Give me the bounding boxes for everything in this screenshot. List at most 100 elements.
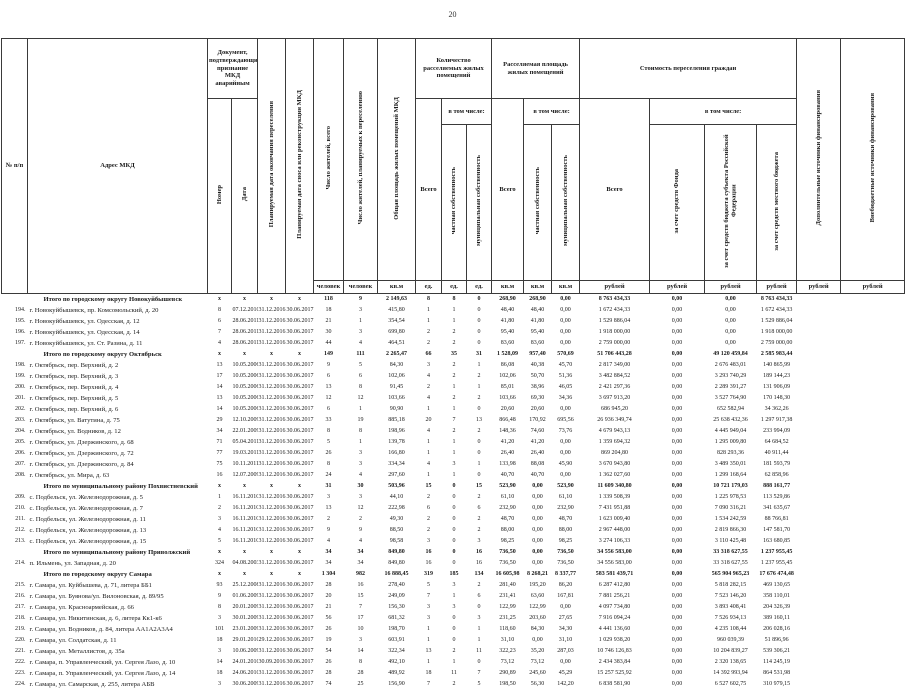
row-cell: 31.12.2016 <box>258 526 286 533</box>
row-cell <box>797 404 841 415</box>
resettlement-table: № п/п Адрес МКД Документ, подтверждающий п… <box>1 38 905 690</box>
row-cell: 198,96 <box>388 427 405 434</box>
row-number: 214. <box>15 559 26 566</box>
row-cell: 170,92 <box>529 416 546 423</box>
row-cell: 74,60 <box>530 427 545 434</box>
header-area-municipal: муниципальная собственность <box>551 124 581 281</box>
row-cell: 4 <box>359 339 363 346</box>
table-row: 220. г. Самара, ул. Солдатская, д. 11 18 29… <box>2 635 905 646</box>
row-cell: 148,36 <box>499 427 516 434</box>
row-cell: 64 684,52 <box>764 438 789 445</box>
row-cell: 34 362,26 <box>764 405 789 412</box>
row-cell: 16 <box>357 581 364 588</box>
row-cell: 4 <box>327 537 331 544</box>
row-cell: 122,99 <box>529 603 546 610</box>
row-cell: 0,00 <box>671 548 683 555</box>
row-address: г. Самара, ул. Куйбышева, д. 71, литера … <box>29 581 152 589</box>
row-cell: 35,20 <box>530 647 545 654</box>
row-cell <box>841 492 905 503</box>
row-cell: 523,90 <box>557 482 574 489</box>
row-cell: 2 <box>218 504 221 511</box>
row-cell <box>797 591 841 602</box>
row-cell: 278,40 <box>388 581 405 588</box>
row-cell: 322,34 <box>388 647 405 654</box>
row-cell: 103,66 <box>499 394 516 401</box>
row-cell: 10.11.2011 <box>232 460 258 467</box>
row-cell: 4 <box>359 537 363 544</box>
row-cell: 10 <box>357 625 364 632</box>
row-cell: 1 362 027,60 <box>598 471 631 478</box>
row-cell: 3 <box>218 680 221 687</box>
row-cell: 5 <box>359 361 363 368</box>
row-cell: 7 431 951,88 <box>598 504 631 511</box>
table-row: 211. с. Подбельск, ул. Железнодорожная, д… <box>2 514 905 525</box>
row-cell: 268,90 <box>499 295 516 302</box>
row-cell: 31.12.2016 <box>258 614 286 621</box>
row-cell: 1 <box>218 493 221 500</box>
header-units-private: частная собственность <box>441 124 468 281</box>
row-cell: 26,40 <box>500 449 515 456</box>
row-cell: 2 <box>452 647 456 654</box>
row-cell: х <box>218 350 221 357</box>
row-cell: 26,40 <box>530 449 545 456</box>
row-cell: 203,60 <box>529 614 546 621</box>
total-row: Итого по городскому округу Новокуйбышевс… <box>2 293 905 305</box>
row-cell: 1 <box>477 460 481 467</box>
row-cell: 6 <box>427 504 431 511</box>
row-cell: 83,60 <box>530 339 545 346</box>
row-cell: 29.01.2010 <box>232 636 258 643</box>
row-cell: 828 293,36 <box>717 449 745 456</box>
row-cell <box>841 580 905 591</box>
row-cell: 40,70 <box>530 471 545 478</box>
unit-cell: кв.м <box>551 279 581 294</box>
row-cell <box>797 371 841 382</box>
row-cell: 0,00 <box>532 548 543 555</box>
row-cell: 2 <box>427 493 431 500</box>
row-cell: 0,00 <box>560 658 571 665</box>
row-address: г. Октябрьск, ул. Мира, д. 63 <box>29 471 110 479</box>
row-cell: х <box>243 482 246 489</box>
row-number <box>2 349 28 360</box>
row-cell: 88,00 <box>558 526 573 533</box>
row-cell: 1 529 886,04 <box>760 317 793 324</box>
row-cell: 8 <box>452 295 456 302</box>
row-cell: 88,00 <box>500 526 515 533</box>
row-cell: 1 <box>359 405 363 412</box>
table-row: 215. г. Самара, ул. Куйбышева, д. 71, лит… <box>2 580 905 591</box>
row-cell: 34 <box>325 548 332 555</box>
row-cell: 4 <box>427 460 431 467</box>
total-row: Итого по муниципальному району Похвистне… <box>2 481 905 492</box>
row-cell: 49 120 459,84 <box>713 350 748 357</box>
row-cell: 849,80 <box>388 548 405 555</box>
row-cell <box>797 492 841 503</box>
row-address: г. Новокуйбышевск, пр. Комсомольский, д.… <box>29 306 159 314</box>
row-cell: 73,12 <box>500 658 515 665</box>
row-cell: х <box>270 548 274 555</box>
row-cell: х <box>218 570 221 577</box>
row-cell: 699,80 <box>388 328 405 335</box>
row-cell: 7 916 094,24 <box>598 614 631 621</box>
row-cell: 1 <box>477 636 481 643</box>
row-address: г. Октябрьск, ул. Водников, д. 12 <box>29 427 121 435</box>
row-cell: 2 817 349,00 <box>598 361 631 368</box>
row-cell: 31.12.2016 <box>258 317 286 324</box>
row-cell: 31.12.2016 <box>258 460 286 467</box>
row-number: 196. <box>15 328 26 335</box>
row-cell: 86,08 <box>500 361 515 368</box>
row-cell: 232,90 <box>557 504 574 511</box>
row-cell: 25.12.2008 <box>232 581 258 588</box>
row-address: с. Подбельск, ул. Железнодорожная, д. 7 <box>29 504 143 512</box>
row-cell: 358 110,01 <box>763 592 790 599</box>
row-cell: 14 392 993,94 <box>713 669 748 676</box>
row-cell: 66 <box>425 350 432 357</box>
row-cell: 4 <box>427 427 431 434</box>
row-cell: 3 <box>427 537 431 544</box>
row-cell: 8 <box>218 306 221 313</box>
row-cell <box>841 327 905 338</box>
row-cell: 12 <box>357 504 364 511</box>
row-cell: 3 <box>359 493 363 500</box>
row-cell: 88,08 <box>530 460 545 467</box>
row-cell: 1 <box>427 306 431 313</box>
row-cell: 1 <box>452 405 456 412</box>
row-cell: х <box>218 295 221 302</box>
